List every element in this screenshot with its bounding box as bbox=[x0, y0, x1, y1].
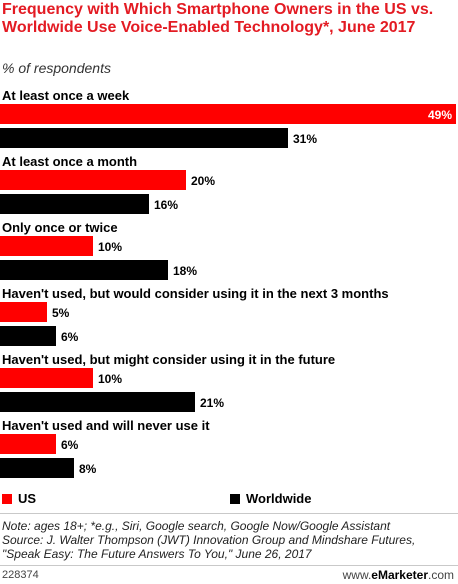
value-label-worldwide-2: 16% bbox=[154, 198, 178, 212]
bar-worldwide-3 bbox=[0, 260, 168, 280]
bar-us-5 bbox=[0, 368, 93, 388]
chart-id: 228374 bbox=[2, 569, 39, 581]
category-label-6: Haven't used and will never use it bbox=[2, 418, 210, 433]
value-label-us-5: 10% bbox=[98, 372, 122, 386]
bar-worldwide-5 bbox=[0, 392, 195, 412]
bar-us-6 bbox=[0, 434, 56, 454]
category-label-2: At least once a month bbox=[2, 154, 137, 169]
legend-us: US bbox=[2, 491, 36, 506]
bar-chart: At least once a week 49% 31% At least once … bbox=[0, 88, 456, 478]
bar-worldwide-1 bbox=[0, 128, 288, 148]
legend-worldwide-swatch bbox=[230, 493, 240, 504]
footer-divider bbox=[0, 565, 458, 566]
bar-us-2 bbox=[0, 170, 186, 190]
bar-worldwide-4 bbox=[0, 326, 56, 346]
value-label-us-3: 10% bbox=[98, 240, 122, 254]
category-label-5: Haven't used, but might consider using i… bbox=[2, 352, 335, 367]
footnote: Note: ages 18+; *e.g., Siri, Google sear… bbox=[2, 519, 456, 561]
value-label-worldwide-6: 8% bbox=[79, 462, 97, 476]
bar-worldwide-2 bbox=[0, 194, 149, 214]
value-label-worldwide-3: 18% bbox=[173, 264, 197, 278]
brand-prefix: www. bbox=[342, 568, 372, 582]
value-label-us-4: 5% bbox=[52, 306, 70, 320]
note-divider bbox=[0, 513, 458, 514]
bar-us-4 bbox=[0, 302, 47, 322]
brand-url[interactable]: www.eMarketer.com bbox=[343, 568, 454, 582]
legend-worldwide: Worldwide bbox=[230, 491, 311, 506]
source-text-2: "Speak Easy: The Future Answers To You,"… bbox=[2, 547, 312, 561]
value-label-worldwide-4: 6% bbox=[61, 330, 79, 344]
category-label-1: At least once a week bbox=[2, 88, 130, 103]
legend-us-swatch bbox=[2, 493, 12, 504]
note-text: Note: ages 18+; *e.g., Siri, Google sear… bbox=[2, 519, 391, 533]
value-label-us-2: 20% bbox=[191, 174, 215, 188]
category-label-4: Haven't used, but would consider using i… bbox=[2, 286, 389, 301]
bar-us-3 bbox=[0, 236, 93, 256]
category-label-3: Only once or twice bbox=[2, 220, 118, 235]
chart-title: Frequency with Which Smartphone Owners i… bbox=[2, 1, 434, 36]
bar-worldwide-6 bbox=[0, 458, 74, 478]
brand-suffix: .com bbox=[427, 568, 454, 582]
source-text-1: Source: J. Walter Thompson (JWT) Innovat… bbox=[2, 533, 416, 547]
chart-subtitle: % of respondents bbox=[2, 60, 111, 76]
value-label-us-6: 6% bbox=[61, 438, 79, 452]
value-label-us-1: 49% bbox=[428, 108, 452, 122]
value-label-worldwide-5: 21% bbox=[200, 396, 224, 410]
legend-us-label: US bbox=[18, 491, 37, 506]
legend-worldwide-label: Worldwide bbox=[246, 491, 312, 506]
bar-us-1 bbox=[0, 104, 456, 124]
brand-name: eMarketer bbox=[371, 568, 428, 582]
value-label-worldwide-1: 31% bbox=[293, 132, 317, 146]
